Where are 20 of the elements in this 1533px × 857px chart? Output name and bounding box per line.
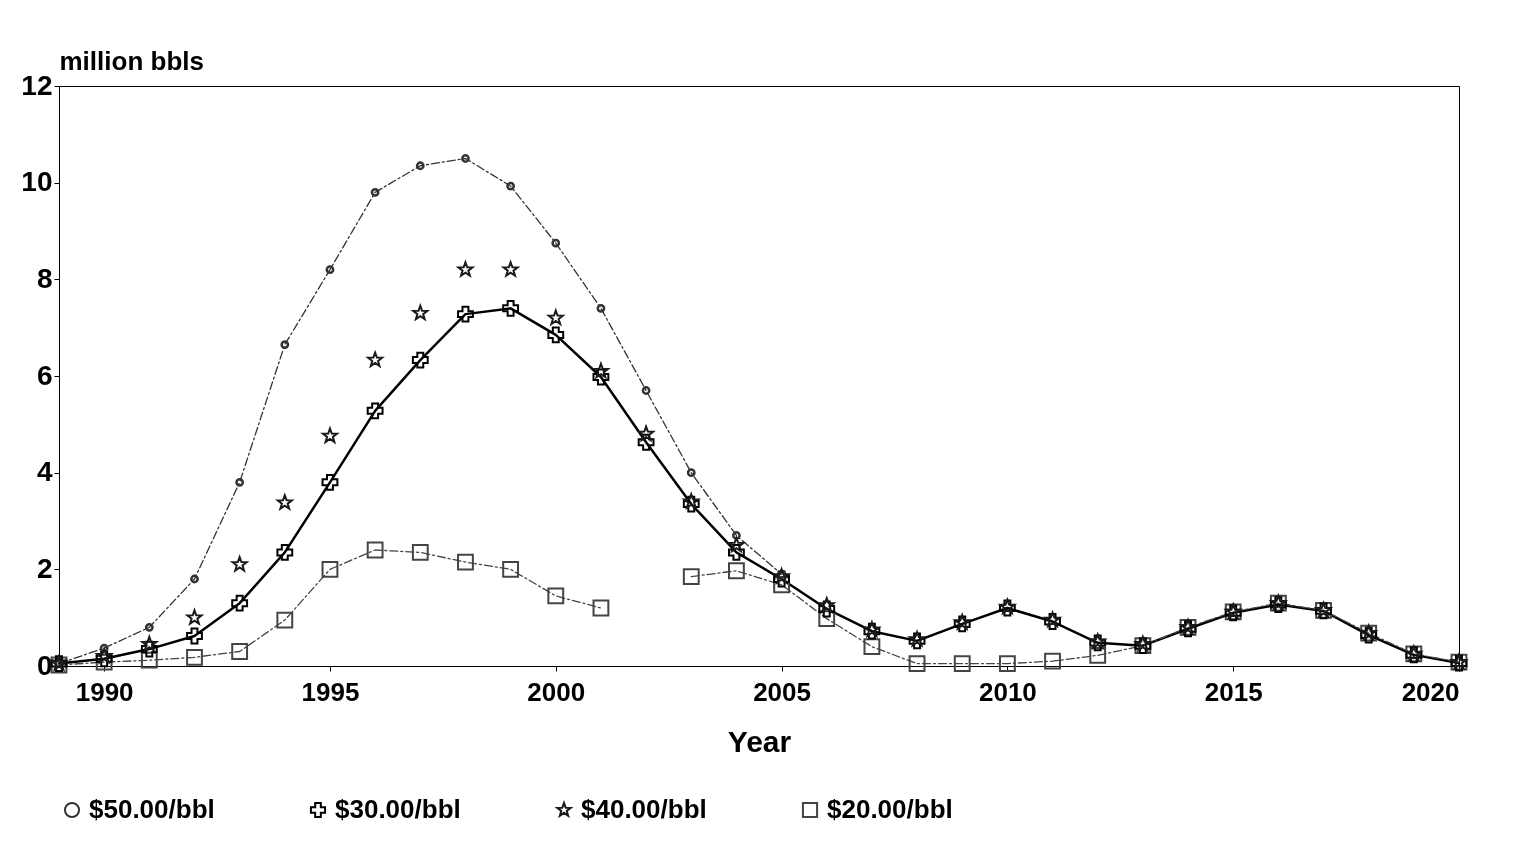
x-axis-title: Year [727, 724, 792, 758]
x-tick-label: 2015 [1204, 676, 1263, 707]
x-tick-label: 1990 [75, 676, 134, 707]
x-tick-label: 1995 [301, 676, 360, 707]
legend-label: $40.00/bbl [581, 794, 707, 824]
y-tick-label: 10 [21, 166, 53, 198]
x-tick-label: 2020 [1401, 676, 1460, 707]
y-tick-label: 12 [21, 69, 53, 101]
y-tick-label: 6 [36, 359, 53, 391]
x-tick-label: 2005 [753, 676, 811, 707]
legend-label: $50.00/bbl [89, 794, 215, 824]
legend-label: $20.00/bbl [827, 794, 953, 824]
y-tick-label: 2 [36, 552, 53, 584]
legend-label: $30.00/bbl [335, 794, 461, 824]
y-tick-label: 8 [36, 262, 53, 294]
y-tick-label: 4 [36, 456, 53, 488]
x-tick-label: 2010 [978, 676, 1037, 707]
y-tick-label: 0 [36, 649, 53, 681]
x-tick-label: 2000 [527, 676, 586, 707]
y-axis-title: million bbls [59, 45, 204, 76]
